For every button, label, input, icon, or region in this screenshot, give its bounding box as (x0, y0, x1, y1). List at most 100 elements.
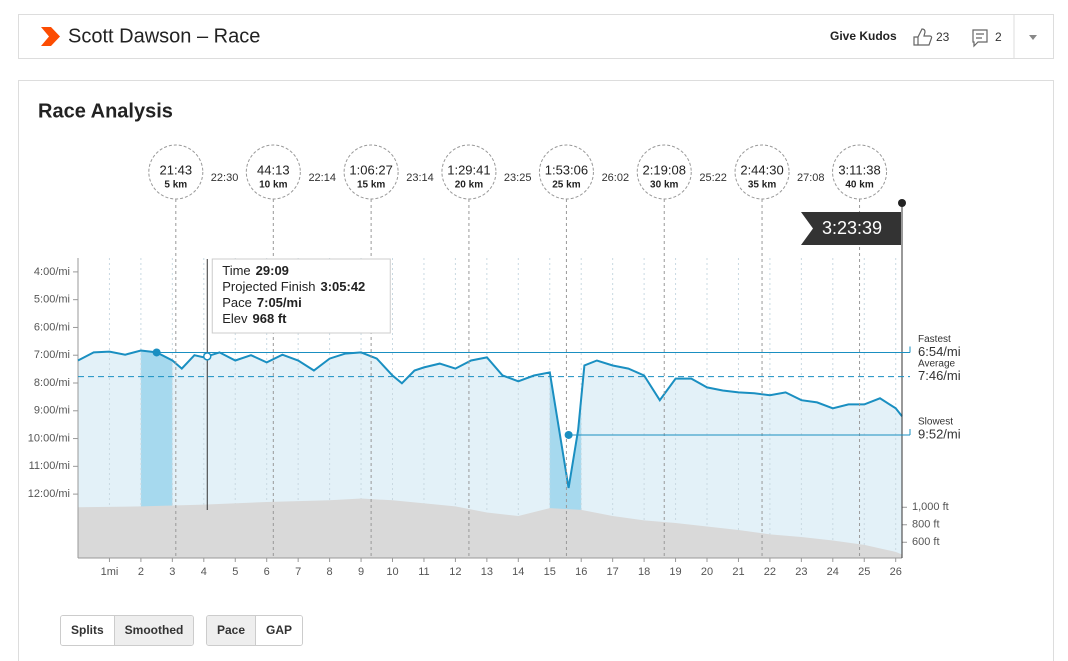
split-time: 3:11:38 (838, 162, 880, 177)
split-marker (245, 144, 301, 200)
x-tick-label: 5 (232, 566, 238, 578)
x-tick-label: 11 (418, 566, 429, 578)
x-tick-label: 24 (827, 566, 839, 578)
y2-tick-label: 800 ft (912, 519, 940, 531)
finish-dot (898, 199, 906, 207)
x-tick-label: 17 (607, 566, 619, 578)
reference-value: 9:52/mi (918, 426, 961, 441)
split-pace: 23:25 (504, 172, 532, 184)
split-time: 2:19:08 (643, 162, 686, 177)
panel-title: Race Analysis (38, 100, 173, 122)
view-toggle: Splits Smoothed (60, 615, 195, 646)
split-marker (148, 144, 204, 200)
toggle-button[interactable]: GAP (255, 616, 303, 645)
tooltip-row: Elev 968 ft (222, 311, 287, 326)
y-tick-label: 11:00/mi (29, 460, 70, 472)
x-tick-label: 22 (764, 566, 776, 578)
tooltip-label: Elev (222, 311, 248, 326)
split-marker (538, 144, 594, 200)
reference-label: Fastest (918, 334, 951, 345)
comment-count: 2 (995, 30, 1002, 44)
split-marker (441, 144, 497, 200)
split-pace: 26:02 (602, 172, 630, 184)
dropdown-caret[interactable] (1029, 35, 1037, 40)
x-tick-label: 18 (638, 566, 650, 578)
x-tick-label: 3 (169, 566, 175, 578)
toggle-button[interactable]: Splits (61, 616, 114, 645)
x-tick-label: 6 (264, 566, 270, 578)
x-tick-label: 21 (732, 566, 744, 578)
split-distance: 40 km (845, 180, 873, 191)
split-marker (832, 144, 888, 200)
toggle-button[interactable]: Smoothed (113, 616, 194, 645)
toggle-button[interactable]: Pace (207, 616, 256, 645)
x-tick-label: 15 (544, 566, 556, 578)
tooltip-value: 29:09 (256, 263, 289, 278)
logo (41, 27, 60, 46)
split-distance: 15 km (357, 180, 385, 191)
x-tick-label: 25 (858, 566, 870, 578)
reference-dot (152, 348, 161, 357)
activity-title: Scott Dawson – Race (68, 25, 260, 47)
x-tick-label: 1mi (101, 566, 119, 578)
tooltip-row: Pace 7:05/mi (222, 295, 301, 310)
x-tick-label: 13 (481, 566, 493, 578)
split-time: 2:44:30 (740, 162, 783, 177)
split-pace: 22:30 (211, 172, 239, 184)
elevation-area (78, 498, 902, 558)
kudos-icon[interactable] (913, 28, 933, 46)
x-tick-label: 23 (795, 566, 807, 578)
split-time: 1:06:27 (349, 162, 392, 177)
x-tick-label: 26 (890, 566, 902, 578)
x-tick-label: 16 (575, 566, 587, 578)
split-marker (343, 144, 399, 200)
reference-dot (564, 430, 573, 439)
split-pace: 27:08 (797, 172, 825, 184)
split-pace: 23:14 (406, 172, 434, 184)
split-marker (734, 144, 790, 200)
split-distance: 5 km (164, 180, 187, 191)
x-tick-label: 7 (295, 566, 301, 578)
y-tick-label: 8:00/mi (34, 377, 70, 389)
activity-header: Scott Dawson – Race Give Kudos 23 2 (18, 14, 1054, 59)
y-tick-label: 5:00/mi (34, 294, 70, 306)
split-distance: 35 km (748, 180, 776, 191)
x-tick-label: 10 (386, 566, 398, 578)
split-distance: 25 km (552, 180, 580, 191)
reference-value: 7:46/mi (918, 368, 961, 383)
y-tick-label: 10:00/mi (28, 432, 70, 444)
x-tick-label: 2 (138, 566, 144, 578)
finish-time: 3:23:39 (822, 218, 882, 238)
y-tick-label: 7:00/mi (34, 349, 70, 361)
y-tick-label: 4:00/mi (34, 266, 70, 278)
tooltip-label: Pace (222, 295, 252, 310)
tooltip-value: 7:05/mi (257, 295, 302, 310)
pace-line (77, 349, 903, 489)
reference-value: 6:54/mi (918, 344, 961, 359)
finish-flag (801, 212, 901, 245)
tooltip-row: Time 29:09 (222, 263, 289, 278)
x-tick-label: 20 (701, 566, 713, 578)
split-distance: 10 km (259, 180, 287, 191)
x-tick-label: 14 (512, 566, 524, 578)
comment-icon[interactable] (972, 29, 988, 48)
reference-label: Average (918, 358, 956, 369)
split-pace: 25:22 (699, 172, 727, 184)
kudos-button[interactable]: Give Kudos (830, 29, 897, 43)
split-pace: 22:14 (308, 172, 336, 184)
tooltip-value: 968 ft (253, 311, 288, 326)
x-tick-label: 8 (327, 566, 333, 578)
metric-toggle: Pace GAP (206, 615, 304, 646)
reference-label: Slowest (918, 417, 953, 428)
split-time: 44:13 (257, 162, 290, 177)
tooltip-box (211, 258, 391, 334)
kudos-count: 23 (936, 30, 950, 44)
y-tick-label: 12:00/mi (28, 488, 70, 500)
x-tick-label: 19 (669, 566, 681, 578)
tooltip-value: 3:05:42 (320, 279, 365, 294)
split-distance: 20 km (455, 180, 483, 191)
x-tick-label: 4 (201, 566, 207, 578)
y-tick-label: 9:00/mi (34, 405, 70, 417)
